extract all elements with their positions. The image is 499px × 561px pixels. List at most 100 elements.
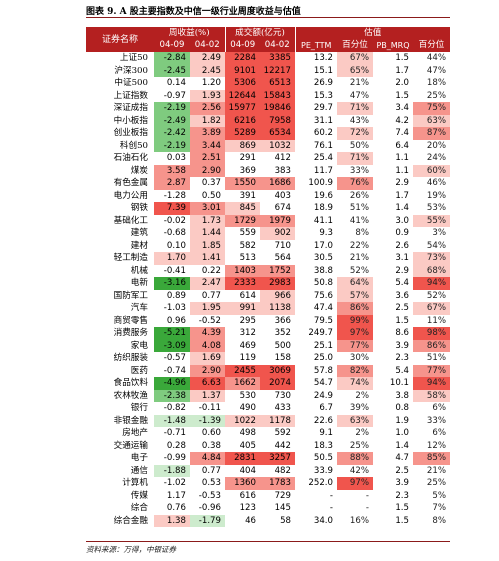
return-0409: -0.71 [163,428,186,438]
pb-mrq: 0.8 [395,403,409,413]
pb-percentile: 68% [413,264,451,277]
return-0402: 2.47 [190,277,225,290]
pe-ttm: - [329,503,333,513]
header-col: 04-02 [260,39,295,52]
turnover-0402: 2983 [260,277,295,290]
pb-mrq: 2.3 [395,353,409,363]
row-name: 传媒 [130,490,148,501]
table-row: 建材 0.10 1.85 582 710 17.0 22% 2.6 54% [86,239,450,252]
row-name: 煤炭 [130,165,148,176]
turnover-0402: 412 [274,153,291,163]
pe-ttm: 75.6 [313,290,333,301]
return-0409: -0.68 [163,228,186,238]
return-0402: 3.01 [190,202,225,215]
pb-mrq: 2.5 [395,465,409,476]
pb-percentile: 77% [413,364,451,377]
pe-percentile: 39% [349,403,369,413]
pe-ttm: 25.1 [313,340,333,351]
pe-percentile: 74% [337,377,373,390]
caption-rule [86,17,450,18]
turnover-0402: 6513 [260,77,295,90]
turnover-0402: 12217 [260,64,295,77]
header-col: 04-02 [190,39,225,52]
pe-ttm: 25.4 [313,153,333,163]
table-row: 医药 -0.74 2.90 2455 3069 57.8 82% 5.4 77% [86,364,451,377]
pb-mrq: 1.5 [395,515,409,526]
pb-percentile: 21% [426,465,447,476]
turnover-0402: 1752 [260,264,295,277]
return-0402: -0.96 [198,503,221,513]
table-row: 家电 -3.09 4.08 469 500 25.1 77% 3.9 86% [86,339,451,352]
turnover-0402: 383 [274,165,291,176]
table-row: 农林牧渔 -2.38 1.37 530 730 24.9 2% 3.8 58% [86,389,451,402]
turnover-0409: 15977 [225,102,260,115]
return-0409: 0.96 [166,315,186,326]
pb-percentile: 51% [426,353,447,363]
header-col: 百分位 [413,39,451,52]
pb-percentile: 12% [426,440,447,451]
pe-percentile: 71% [337,102,373,115]
turnover-0402: 19846 [260,102,295,115]
pe-percentile: 33% [349,165,369,176]
pe-ttm: 54.7 [313,378,333,388]
turnover-0409: 2831 [225,452,260,465]
return-0409: 1.38 [154,514,190,527]
pe-percentile: 52% [349,265,369,276]
pe-ttm: 100.9 [308,178,333,188]
pb-mrq: 1.4 [395,203,409,213]
turnover-0409: 1662 [225,377,260,390]
return-0402: 0.60 [201,428,221,438]
return-0409: 1.70 [154,252,190,265]
turnover-0402: 1178 [260,414,295,427]
pe-percentile: 2% [355,428,369,438]
pe-percentile: 21% [349,253,369,263]
pb-mrq: 5.4 [395,365,409,376]
table-row: 消费服务 -5.21 4.39 312 352 249.7 97% 8.6 98% [86,327,451,340]
pe-ttm: 57.8 [313,365,333,376]
row-name: 非银金融 [113,415,148,426]
row-name: 有色金属 [113,178,148,188]
turnover-0409: 291 [239,153,256,163]
pe-percentile: 65% [337,64,373,77]
return-0402: 1.93 [190,89,225,102]
pe-percentile: 71% [337,152,373,165]
pe-percentile: 30% [349,353,369,363]
turnover-0402: 3257 [260,452,295,465]
return-0409: -1.03 [163,303,186,313]
turnover-0402: 1686 [260,177,295,190]
return-0402: 2.90 [190,164,225,177]
pe-percentile: 88% [337,452,373,465]
pb-percentile: 3% [432,228,447,238]
pe-ttm: 79.5 [313,315,333,326]
pe-percentile: 25% [349,440,369,451]
return-0402: 1.69 [190,352,225,365]
pe-ttm: 33.9 [313,465,333,476]
pb-mrq: 1.5 [395,315,409,326]
turnover-0409: 9101 [225,64,260,77]
table-row: 上证50 -2.84 2.49 2284 3385 13.2 67% 1.5 44% [86,52,450,65]
table-row: 电新 -3.16 2.47 2333 2983 50.8 64% 5.4 94% [86,277,451,290]
pe-percentile: 57% [337,289,373,302]
pb-mrq: 3.4 [395,103,409,113]
turnover-0409: 490 [239,403,256,413]
return-0402: 0.22 [201,265,221,276]
turnover-0402: 352 [274,328,291,338]
turnover-0409: 5306 [225,77,260,90]
turnover-0409: 1403 [225,264,260,277]
pe-ttm: 25.0 [313,353,333,363]
pe-percentile: - [365,490,369,501]
pb-mrq: 2.3 [395,490,409,501]
row-name: 基础化工 [113,215,148,226]
pe-ttm: 30.5 [313,253,333,263]
table-row: 建筑 -0.68 1.44 559 902 9.3 8% 0.9 3% [86,227,450,240]
table-row: 电力公用 -1.28 0.50 391 403 19.6 26% 1.7 19% [86,190,450,203]
bottom-rule [86,541,450,542]
pe-ttm: 249.7 [308,328,333,338]
row-name: 上证50 [119,53,148,63]
turnover-0409: 312 [239,328,256,338]
pe-percentile: 51% [349,203,369,213]
turnover-0402: 730 [274,390,291,401]
pb-percentile: 8% [432,515,447,526]
row-name: 建筑 [130,228,148,238]
